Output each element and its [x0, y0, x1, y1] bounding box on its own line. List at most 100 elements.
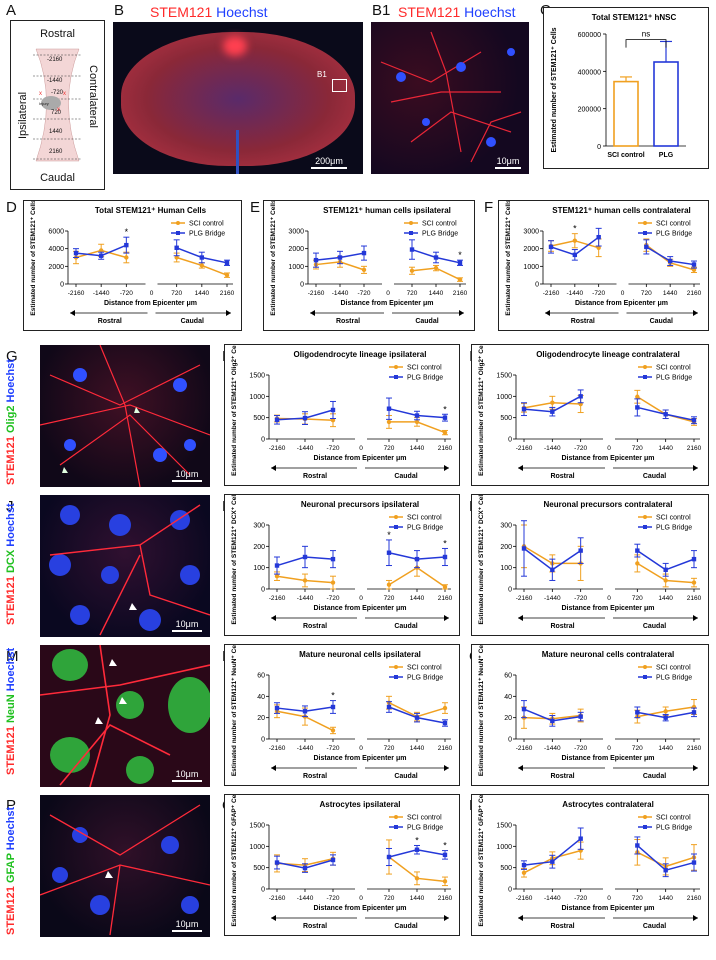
y-tick-label: 300	[253, 523, 265, 530]
data-point	[337, 255, 343, 260]
y-tick-label: 1000	[496, 844, 512, 851]
data-point	[433, 265, 439, 271]
x-zero-label: 0	[607, 595, 611, 602]
legend-label: PLG Bridge	[407, 675, 443, 682]
x-tick-label: -2160	[68, 290, 85, 297]
schematic-level: 2160	[49, 149, 63, 155]
schematic-ipsilateral: Ipsilateral	[17, 91, 29, 139]
data-point	[663, 715, 668, 720]
data-point	[442, 415, 448, 420]
data-point	[386, 406, 392, 411]
chart-k: Neuronal precursors ipsilateral 0 100 200 30…	[231, 489, 453, 630]
legend-marker	[394, 815, 398, 819]
rostral-arrowhead	[310, 310, 315, 316]
x-tick-label: 720	[384, 895, 395, 902]
caudal-label: Caudal	[643, 923, 666, 930]
data-point	[302, 709, 308, 714]
y-tick-label: 60	[504, 673, 512, 680]
data-point	[596, 245, 601, 250]
legend-marker	[643, 665, 647, 669]
x-tick-label: -1440	[297, 745, 314, 752]
y-tick-label: 500	[253, 865, 265, 872]
significance-star: *	[443, 404, 447, 414]
x-zero-label: 0	[621, 290, 625, 297]
schematic-level: -720	[51, 90, 64, 96]
schematic-injury: Injury	[39, 101, 49, 106]
data-point	[330, 857, 336, 863]
caudal-arrowhead	[693, 915, 698, 921]
x-tick-label: 720	[384, 445, 395, 452]
scalebar-p: 10μm	[172, 919, 202, 932]
y-tick-label: 3000	[288, 229, 304, 236]
y-tick-label: 1500	[496, 373, 512, 380]
data-point	[73, 250, 79, 256]
data-point	[550, 859, 555, 864]
data-point	[199, 255, 205, 260]
data-point	[414, 847, 420, 852]
x-axis-label: Distance from Epicenter μm	[562, 605, 655, 612]
rostral-arrowhead	[271, 465, 276, 471]
panel-label-b: B	[114, 2, 125, 19]
micrograph-g: 10μm	[40, 345, 210, 487]
schematic-level: -2160	[47, 57, 63, 63]
data-point	[578, 836, 583, 841]
data-point	[578, 714, 583, 719]
chart-title: Astrocytes ipsilateral	[320, 800, 401, 809]
data-point	[572, 252, 578, 258]
x-tick-label: -720	[326, 595, 339, 602]
y-tick-label: 40	[504, 694, 512, 701]
y-tick-label: 1000	[288, 264, 304, 271]
data-point	[521, 546, 527, 551]
data-point	[635, 405, 640, 410]
micrograph-p: 10μm	[40, 795, 210, 937]
rostral-arrowhead	[545, 310, 550, 316]
y-tick-label: 2000	[48, 264, 64, 271]
data-point	[691, 418, 697, 423]
legend-marker	[643, 231, 647, 235]
y-tick-label: 0	[261, 437, 265, 444]
rostral-arrowhead	[70, 310, 75, 316]
legend-label: PLG Bridge	[656, 231, 692, 238]
significance-star: *	[331, 691, 335, 701]
data-point	[663, 578, 668, 583]
data-point	[691, 860, 697, 865]
panel-label-e: E	[250, 199, 261, 216]
x-tick-label: 720	[641, 290, 652, 297]
data-point	[457, 277, 463, 282]
chart-panel-n: Mature neuronal cells ipsilateral 0 20 40 60…	[224, 637, 460, 786]
x-tick-label: -720	[574, 745, 587, 752]
x-tick-label: 1440	[410, 595, 425, 602]
legend-marker	[394, 375, 398, 379]
y-tick-label: 6000	[48, 229, 64, 236]
micrograph-m: 10μm	[40, 645, 210, 787]
chart-title: STEM121⁺ human cells contralateral	[552, 206, 691, 215]
y-tick-label: 0	[261, 737, 265, 744]
schematic-level: 720	[51, 110, 62, 116]
x-tick-label: -720	[574, 895, 587, 902]
x-tick-label: 1440	[429, 290, 444, 297]
data-point	[361, 267, 367, 273]
caudal-label: Caudal	[394, 623, 417, 630]
x-tick-label: 720	[632, 445, 643, 452]
legend-marker	[394, 825, 398, 829]
chart-title: Mature neuronal cells ipsilateral	[299, 650, 421, 659]
chart-panel-d: Total STEM121⁺ Human Cells 0 2000 4000 6000 E…	[23, 199, 242, 331]
data-point	[414, 876, 420, 881]
data-point	[414, 556, 420, 562]
y-axis-label: Estimated number of STEM121⁺ Cells	[30, 201, 37, 316]
y-tick-label: 60	[257, 673, 265, 680]
y-tick-label: 400000	[578, 69, 601, 76]
x-tick-label: -1440	[297, 595, 314, 602]
caudal-arrowhead	[459, 310, 464, 316]
significance-star: *	[443, 538, 447, 548]
x-tick-label: 2160	[438, 445, 453, 452]
data-point	[302, 578, 308, 583]
y-tick-label: 2000	[288, 246, 304, 253]
data-point	[224, 272, 230, 278]
legend-marker	[409, 231, 413, 235]
data-point	[691, 267, 697, 273]
chart-panel-l: Neuronal precursors contralateral 0 100 200…	[471, 489, 709, 636]
legend-marker	[394, 515, 398, 519]
y-tick-label: 0	[261, 587, 265, 594]
x-tick-label: -1440	[332, 290, 349, 297]
